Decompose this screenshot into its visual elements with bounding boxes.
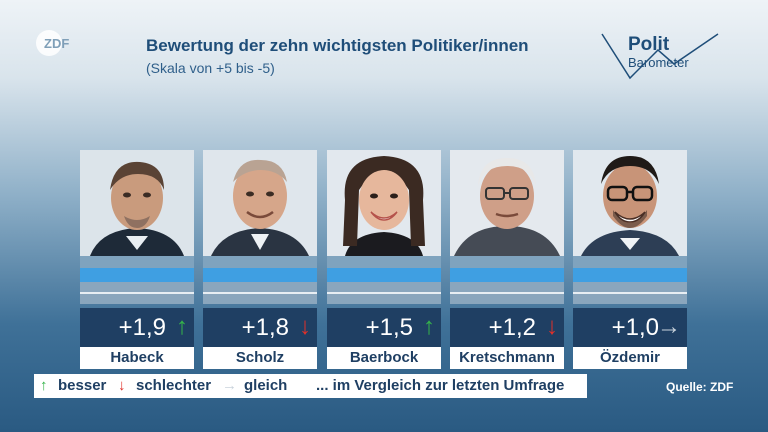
score-box: +1,9 ↑ (80, 308, 194, 347)
legend: ↑ besser ↓ schlechter → gleich ... im Ve… (34, 374, 587, 398)
score-value: +1,0 (611, 314, 659, 341)
legend-up-icon: ↑ (40, 377, 48, 394)
politbarometer-logo-line1: Polit (628, 34, 670, 55)
svg-text:ZDF: ZDF (44, 36, 69, 51)
politbarometer-logo-line2: Barometer (628, 55, 689, 70)
score-box: +1,8 ↓ (203, 308, 317, 347)
legend-up-label: besser (58, 377, 107, 394)
trend-down-icon: ↓ (546, 313, 558, 340)
trend-up-icon: ↑ (176, 313, 188, 340)
score-value: +1,8 (241, 314, 289, 341)
politician-photo (573, 150, 687, 256)
politician-name: Özdemir (573, 347, 687, 369)
score-box: +1,2 ↓ (450, 308, 564, 347)
politbarometer-logo (601, 33, 719, 80)
legend-down-label: schlechter (136, 377, 212, 394)
politician-photo (450, 150, 564, 256)
politician-photo (80, 150, 194, 256)
legend-note: ... im Vergleich zur letzten Umfrage (316, 377, 565, 394)
page-subtitle: (Skala von +5 bis -5) (146, 60, 275, 76)
page-title: Bewertung der zehn wichtigsten Politiker… (146, 36, 529, 55)
trend-down-icon: ↓ (299, 313, 311, 340)
zdf-logo: ZDF (36, 30, 69, 56)
politician-card-scholz: +1,8 ↓ Scholz (203, 150, 317, 369)
score-box: +1,5 ↑ (327, 308, 441, 347)
trend-same-icon: → (657, 313, 681, 340)
politician-card-oezdemir: +1,0 → Özdemir (573, 150, 687, 369)
score-box: +1,0 → (573, 308, 687, 347)
source-credit: Quelle: ZDF (666, 380, 734, 394)
score-value: +1,2 (488, 314, 536, 341)
politician-card-kretschmann: +1,2 ↓ Kretschmann (450, 150, 564, 369)
politician-name: Habeck (80, 347, 194, 369)
politician-name: Scholz (203, 347, 317, 369)
trend-up-icon: ↑ (423, 313, 435, 340)
politician-card-habeck: +1,9 ↑ Habeck (80, 150, 194, 369)
politician-photo (203, 150, 317, 256)
legend-same-icon: → (222, 377, 237, 394)
legend-same-label: gleich (244, 377, 288, 394)
politician-photo (327, 150, 441, 256)
politician-name: Kretschmann (450, 347, 564, 369)
score-value: +1,9 (118, 314, 166, 341)
legend-down-icon: ↓ (118, 377, 126, 394)
politician-name: Baerbock (327, 347, 441, 369)
score-value: +1,5 (365, 314, 413, 341)
politician-card-baerbock: +1,5 ↑ Baerbock (327, 150, 441, 369)
